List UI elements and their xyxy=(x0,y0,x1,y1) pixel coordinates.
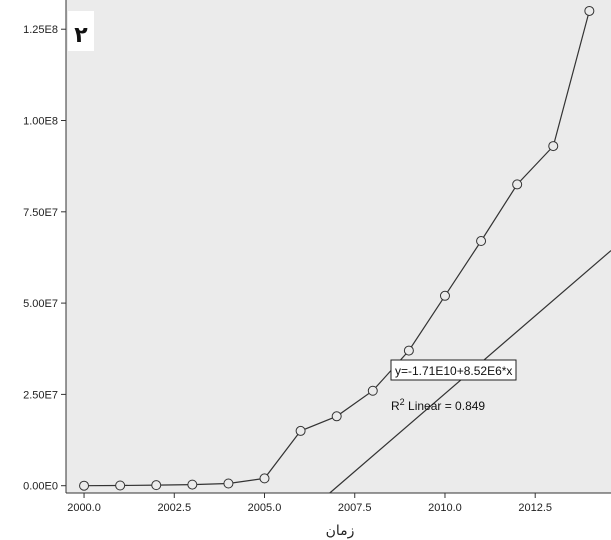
data-point xyxy=(439,290,450,301)
x-tick-label: 2005.0 xyxy=(248,502,282,514)
equation-box xyxy=(390,359,517,381)
x-axis-title: زمان xyxy=(326,523,355,539)
y-tick-label: 7.50E7 xyxy=(23,207,58,219)
r-squared-superscript: 2 xyxy=(400,397,405,407)
data-point xyxy=(79,480,90,491)
panel-label-box xyxy=(68,11,94,51)
x-tick-label: 2007.5 xyxy=(338,502,372,514)
data-point xyxy=(584,5,595,16)
x-tick-label: 2010.0 xyxy=(428,502,462,514)
y-axis-ticks: 0.00E0 2.50E7 5.00E7 7.50E7 1.00E8 1.25E8 xyxy=(23,24,66,493)
data-point xyxy=(331,411,342,422)
data-point xyxy=(403,345,414,356)
y-tick-label: 1.25E8 xyxy=(23,24,58,36)
data-point xyxy=(367,385,378,396)
x-tick-label: 2000.0 xyxy=(67,502,101,514)
plot-background xyxy=(66,0,611,493)
r-squared-value: Linear = 0.849 xyxy=(405,399,486,413)
data-point xyxy=(223,478,234,489)
y-tick-label: 2.50E7 xyxy=(23,389,58,401)
data-point xyxy=(151,480,162,491)
data-point xyxy=(476,236,487,247)
x-tick-label: 2012.5 xyxy=(518,502,552,514)
r-squared-base: R xyxy=(391,399,400,413)
data-point xyxy=(259,473,270,484)
fit-equation-label: y=-1.71E10+8.52E6*x xyxy=(395,364,512,378)
r-squared-label: R2 Linear = 0.849 xyxy=(391,397,485,413)
data-point xyxy=(187,479,198,490)
data-point xyxy=(115,480,126,491)
x-tick-label: 2002.5 xyxy=(157,502,191,514)
series-layer xyxy=(79,5,595,491)
data-point xyxy=(548,141,559,152)
y-tick-label: 1.00E8 xyxy=(23,116,58,128)
data-point xyxy=(512,179,523,190)
data-point xyxy=(295,425,306,436)
y-tick-label: 0.00E0 xyxy=(23,481,58,493)
panel-label: ۲ xyxy=(74,23,88,48)
x-axis-ticks: 2000.0 2002.5 2005.0 2007.5 2010.0 2012.5 xyxy=(67,493,552,514)
y-tick-label: 5.00E7 xyxy=(23,298,58,310)
